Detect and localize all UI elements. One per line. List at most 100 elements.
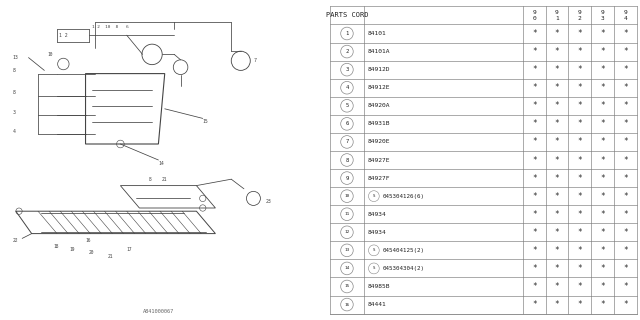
Text: *: * xyxy=(555,210,559,219)
Text: 10: 10 xyxy=(47,52,53,57)
Text: *: * xyxy=(600,300,605,309)
Text: *: * xyxy=(532,137,536,147)
Text: *: * xyxy=(623,210,628,219)
Text: 13: 13 xyxy=(13,55,19,60)
Text: 84912E: 84912E xyxy=(367,85,390,90)
Text: 23: 23 xyxy=(266,199,272,204)
Text: *: * xyxy=(532,228,536,237)
Text: S: S xyxy=(372,194,375,198)
Text: *: * xyxy=(555,264,559,273)
Text: *: * xyxy=(555,300,559,309)
Text: *: * xyxy=(532,119,536,128)
Text: *: * xyxy=(623,192,628,201)
Text: *: * xyxy=(577,246,582,255)
Text: *: * xyxy=(577,173,582,183)
Text: *: * xyxy=(555,101,559,110)
Text: *: * xyxy=(577,264,582,273)
Text: 12: 12 xyxy=(344,230,349,234)
Text: 84931B: 84931B xyxy=(367,121,390,126)
Text: 15: 15 xyxy=(203,119,209,124)
Text: 8: 8 xyxy=(13,90,15,95)
Text: *: * xyxy=(555,246,559,255)
Text: *: * xyxy=(577,228,582,237)
Text: *: * xyxy=(577,137,582,147)
Text: 21: 21 xyxy=(161,177,167,182)
Text: *: * xyxy=(623,246,628,255)
Text: *: * xyxy=(532,282,536,291)
Text: *: * xyxy=(600,65,605,74)
Text: 9
3: 9 3 xyxy=(601,10,605,21)
Text: 11: 11 xyxy=(344,212,349,216)
Text: *: * xyxy=(600,210,605,219)
Text: *: * xyxy=(577,29,582,38)
Text: *: * xyxy=(623,83,628,92)
Text: *: * xyxy=(532,47,536,56)
Text: *: * xyxy=(623,156,628,164)
Text: *: * xyxy=(623,264,628,273)
Text: 14: 14 xyxy=(159,161,164,166)
Text: 9
4: 9 4 xyxy=(623,10,627,21)
Text: *: * xyxy=(623,47,628,56)
Text: 3: 3 xyxy=(346,67,349,72)
Text: *: * xyxy=(623,29,628,38)
Text: *: * xyxy=(623,282,628,291)
Text: *: * xyxy=(577,47,582,56)
Text: 14: 14 xyxy=(344,267,349,270)
Text: *: * xyxy=(532,101,536,110)
Text: *: * xyxy=(600,101,605,110)
Text: *: * xyxy=(600,83,605,92)
Text: *: * xyxy=(623,137,628,147)
Text: PARTS CORD: PARTS CORD xyxy=(326,12,368,19)
Text: *: * xyxy=(577,210,582,219)
Text: 84101: 84101 xyxy=(367,31,387,36)
Text: 84912D: 84912D xyxy=(367,67,390,72)
Text: 045304304(2): 045304304(2) xyxy=(383,266,424,271)
Text: *: * xyxy=(555,156,559,164)
Text: 84927E: 84927E xyxy=(367,157,390,163)
Text: *: * xyxy=(577,300,582,309)
Text: *: * xyxy=(600,228,605,237)
Text: 17: 17 xyxy=(127,247,132,252)
Text: 8: 8 xyxy=(149,177,152,182)
Text: *: * xyxy=(555,173,559,183)
Text: 84985B: 84985B xyxy=(367,284,390,289)
Text: 3: 3 xyxy=(13,109,15,115)
Text: 7: 7 xyxy=(253,58,256,63)
Text: *: * xyxy=(600,264,605,273)
Text: 22: 22 xyxy=(13,237,18,243)
Text: 20: 20 xyxy=(89,250,94,255)
Text: 16: 16 xyxy=(86,237,91,243)
Text: 1 2: 1 2 xyxy=(59,33,68,38)
Text: *: * xyxy=(600,173,605,183)
Text: *: * xyxy=(600,282,605,291)
Text: 4: 4 xyxy=(346,85,349,90)
Text: *: * xyxy=(600,246,605,255)
Text: *: * xyxy=(555,29,559,38)
Text: 4: 4 xyxy=(13,129,15,134)
Text: 9
2: 9 2 xyxy=(578,10,582,21)
Text: 045404125(2): 045404125(2) xyxy=(383,248,424,253)
Text: *: * xyxy=(577,83,582,92)
Text: *: * xyxy=(555,47,559,56)
Text: 7: 7 xyxy=(346,140,349,144)
Text: 045304126(6): 045304126(6) xyxy=(383,194,424,199)
Text: *: * xyxy=(532,173,536,183)
Text: *: * xyxy=(555,228,559,237)
Text: *: * xyxy=(623,300,628,309)
Text: *: * xyxy=(600,137,605,147)
Text: *: * xyxy=(577,192,582,201)
Text: *: * xyxy=(555,192,559,201)
Text: 13: 13 xyxy=(344,248,349,252)
Text: 18: 18 xyxy=(54,244,60,249)
Text: 15: 15 xyxy=(344,284,349,289)
Text: 19: 19 xyxy=(70,247,75,252)
Text: 1: 1 xyxy=(346,31,349,36)
Text: A841000067: A841000067 xyxy=(143,308,174,314)
Text: *: * xyxy=(555,137,559,147)
Text: 84927F: 84927F xyxy=(367,176,390,180)
Text: *: * xyxy=(577,282,582,291)
Text: *: * xyxy=(532,264,536,273)
Text: 8: 8 xyxy=(13,68,15,73)
Text: *: * xyxy=(555,83,559,92)
Text: *: * xyxy=(600,119,605,128)
